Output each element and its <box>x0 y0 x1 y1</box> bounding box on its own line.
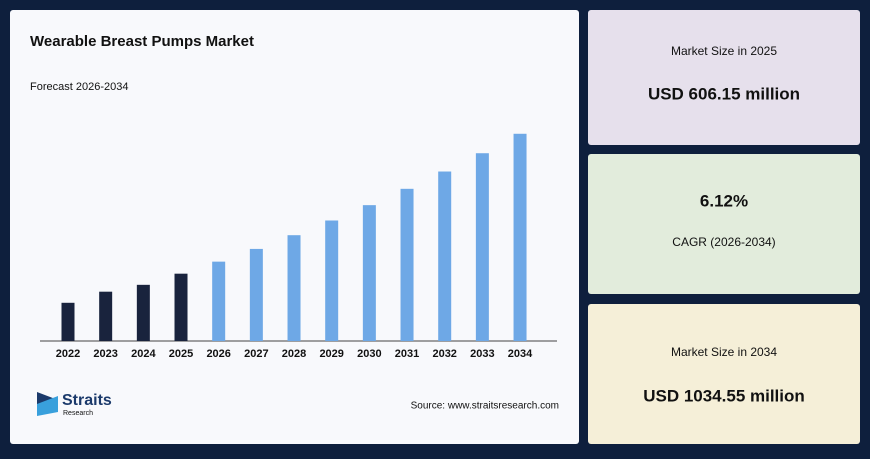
logo: Straits Research <box>37 392 112 417</box>
x-tick-label: 2031 <box>395 348 419 360</box>
bar <box>475 153 489 341</box>
x-tick-label: 2033 <box>470 348 494 360</box>
card-value: 6.12% <box>700 191 748 210</box>
card-label: CAGR (2026-2034) <box>672 235 775 249</box>
x-tick-label: 2034 <box>508 348 533 360</box>
bar <box>438 171 452 341</box>
chart-title: Wearable Breast Pumps Market <box>30 33 254 50</box>
x-tick-label: 2027 <box>244 348 268 360</box>
bar <box>249 248 263 341</box>
x-tick-label: 2028 <box>282 348 306 360</box>
chart-card <box>10 10 579 444</box>
x-tick-label: 2030 <box>357 348 381 360</box>
card-label: Market Size in 2034 <box>671 345 777 359</box>
x-tick-label: 2026 <box>206 348 230 360</box>
x-tick-label: 2024 <box>131 348 156 360</box>
source: Source: www.straitsresearch.com <box>411 401 559 412</box>
bar <box>174 273 188 341</box>
card-label: Market Size in 2025 <box>671 44 777 58</box>
chart-subtitle: Forecast 2026-2034 <box>30 81 128 93</box>
x-tick-label: 2029 <box>319 348 343 360</box>
card <box>588 304 860 444</box>
bar <box>212 261 226 341</box>
x-tick-label: 2023 <box>93 348 117 360</box>
bar <box>99 291 113 341</box>
logo-icon <box>37 396 58 416</box>
card-value: USD 606.15 million <box>648 84 800 103</box>
x-tick-label: 2032 <box>432 348 456 360</box>
bar <box>400 188 414 341</box>
bar <box>362 205 376 341</box>
card <box>588 154 860 294</box>
bar <box>513 133 527 341</box>
bar <box>136 284 150 341</box>
bar <box>287 235 301 341</box>
card <box>588 10 860 145</box>
x-tick-label: 2022 <box>56 348 80 360</box>
bar <box>61 302 75 341</box>
logo-name: Straits <box>62 392 112 409</box>
bar <box>325 220 339 341</box>
card-value: USD 1034.55 million <box>643 386 805 405</box>
logo-sub: Research <box>63 410 93 417</box>
x-tick-label: 2025 <box>169 348 193 360</box>
